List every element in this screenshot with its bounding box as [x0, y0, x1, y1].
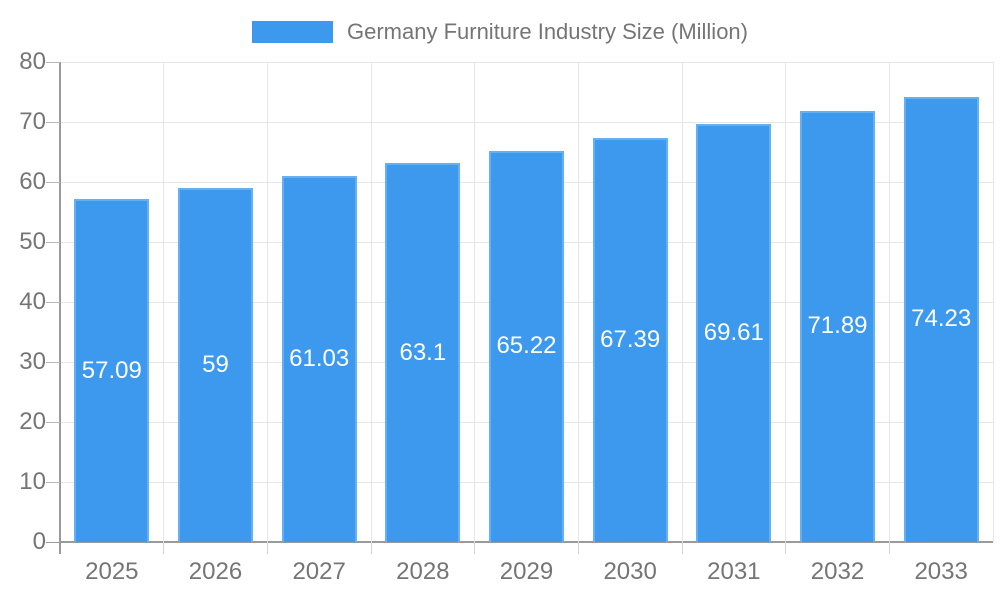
y-axis-tick-label: 0	[32, 528, 46, 555]
gridline-vertical	[785, 62, 787, 542]
y-axis-tick-label: 80	[19, 48, 46, 75]
x-axis-tick-mark	[474, 542, 476, 554]
gridline-vertical	[888, 62, 890, 542]
legend-label: Germany Furniture Industry Size (Million…	[346, 19, 748, 44]
y-axis-tick-mark	[46, 241, 60, 243]
x-axis-tick-label: 2026	[188, 558, 243, 585]
plot-area: 57.09 59 61.03 63.1 65.22 67.39 69.61 71.89 74.2…	[59, 61, 994, 554]
gridline-horizontal	[60, 121, 993, 123]
x-axis-tick-label: 2030	[603, 558, 657, 585]
x-axis-tick-mark	[681, 542, 683, 554]
x-axis-tick-mark	[370, 542, 372, 554]
y-axis-tick-label: 10	[19, 468, 46, 495]
x-axis-tick-label: 2027	[292, 558, 346, 585]
x-axis-tick-mark	[266, 542, 268, 554]
x-axis-tick-mark	[888, 542, 890, 554]
x-axis-tick-label: 2032	[810, 558, 865, 585]
x-axis-tick-label: 2033	[914, 558, 968, 585]
x-axis-tick-mark	[163, 542, 165, 554]
x-axis-tick-label: 2025	[85, 558, 139, 585]
y-axis-tick-label: 30	[19, 348, 46, 375]
bar-2032[interactable]	[800, 110, 875, 542]
x-axis-tick-label: 2028	[396, 558, 450, 585]
y-axis-tick-label: 20	[19, 408, 46, 435]
bar-2027[interactable]	[281, 175, 357, 542]
y-axis-tick-mark	[46, 301, 60, 303]
gridline-vertical	[474, 62, 476, 542]
gridline-vertical	[992, 62, 994, 542]
gridline-vertical	[681, 62, 683, 542]
y-axis-tick-mark	[46, 361, 60, 363]
bar-2028[interactable]	[385, 163, 461, 542]
y-axis-tick-mark	[46, 181, 60, 183]
gridline-vertical	[266, 62, 268, 542]
x-axis-tick-label: 2031	[707, 558, 761, 585]
legend-swatch-icon	[251, 21, 333, 43]
bar-2026[interactable]	[178, 188, 253, 542]
x-axis-tick-mark	[577, 542, 579, 554]
y-axis-tick-mark	[46, 61, 60, 63]
y-axis-tick-label: 50	[19, 228, 46, 255]
gridline-vertical	[163, 62, 165, 542]
y-axis-tick-mark	[46, 421, 60, 423]
x-axis-tick-label: 2029	[499, 558, 554, 585]
y-axis-tick-mark	[46, 481, 60, 483]
x-axis-baseline	[60, 541, 993, 543]
gridline-vertical	[370, 62, 372, 542]
legend-item[interactable]: Germany Furniture Industry Size (Million…	[0, 19, 1000, 45]
bar-2033[interactable]	[903, 96, 979, 542]
x-axis-tick-mark	[785, 542, 787, 554]
y-axis-tick-mark	[46, 121, 60, 123]
bar-2031[interactable]	[696, 124, 772, 542]
y-axis-tick-mark	[46, 541, 60, 543]
bar-2030[interactable]	[592, 137, 668, 542]
bar-2029[interactable]	[489, 150, 564, 542]
y-axis-tick-label: 60	[19, 168, 46, 195]
bar-2025[interactable]	[74, 199, 150, 542]
y-axis-tick-label: 70	[19, 108, 46, 135]
y-axis-line	[59, 62, 61, 554]
gridline-horizontal	[60, 61, 993, 63]
gridline-vertical	[577, 62, 579, 542]
y-axis-tick-label: 40	[19, 288, 46, 315]
